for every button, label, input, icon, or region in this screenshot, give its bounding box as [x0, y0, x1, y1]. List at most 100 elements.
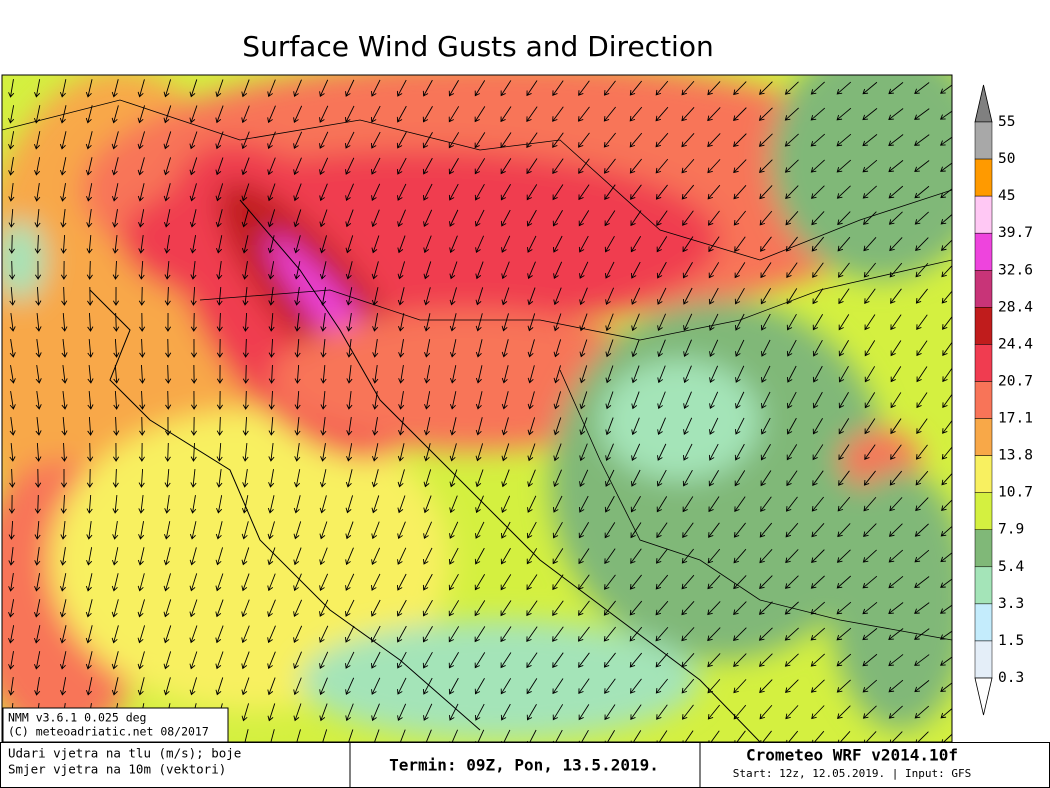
- wind-arrow: [9, 339, 16, 358]
- wind-arrow: [501, 235, 511, 253]
- wind-arrow: [191, 364, 198, 384]
- wind-arrow: [242, 390, 249, 410]
- wind-arrow: [371, 209, 380, 228]
- wind-arrow: [940, 656, 952, 666]
- wind-arrow: [579, 391, 588, 410]
- wind-arrow: [189, 131, 198, 150]
- wind-arrow: [8, 494, 15, 514]
- wind-arrow: [890, 314, 902, 331]
- wind-arrow: [397, 443, 405, 462]
- wind-arrow: [707, 627, 721, 642]
- wind-arrow: [371, 157, 381, 175]
- wind-arrow: [345, 209, 354, 228]
- wind-arrow: [33, 131, 41, 150]
- wind-arrow: [862, 133, 878, 147]
- wind-arrow: [474, 677, 485, 695]
- wind-arrow: [448, 183, 459, 201]
- colorbar-swatch: [974, 455, 993, 493]
- wind-arrow: [733, 653, 747, 668]
- wind-arrow: [630, 469, 641, 487]
- colorbar-swatch: [974, 232, 993, 271]
- wind-arrow: [163, 183, 171, 202]
- wind-arrow: [293, 235, 301, 254]
- wind-arrow: [862, 549, 877, 563]
- wind-arrow: [59, 157, 67, 176]
- wind-arrow: [423, 521, 433, 540]
- wind-arrow: [501, 729, 511, 742]
- wind-arrow: [345, 131, 355, 149]
- wind-arrow: [785, 522, 799, 538]
- wind-arrow: [189, 547, 197, 566]
- wind-arrow: [603, 106, 616, 122]
- wind-arrow: [319, 625, 329, 643]
- wind-arrow: [553, 443, 562, 462]
- wind-arrow: [500, 600, 512, 617]
- wind-arrow: [681, 184, 695, 200]
- wind-arrow: [500, 547, 511, 565]
- wind-arrow: [630, 548, 642, 564]
- wind-arrow: [501, 313, 509, 332]
- wind-arrow: [163, 599, 172, 618]
- wind-arrow: [784, 601, 799, 615]
- wind-arrow: [939, 136, 952, 146]
- wind-arrow: [293, 157, 302, 176]
- wind-arrow: [319, 495, 327, 514]
- wind-arrow: [294, 313, 301, 332]
- wind-arrow: [784, 653, 799, 667]
- wind-arrow: [553, 495, 563, 513]
- wind-arrow: [422, 79, 433, 97]
- colorbar-label: 39.7: [998, 225, 1033, 241]
- wind-arrow: [61, 286, 68, 306]
- wind-arrow: [785, 496, 798, 512]
- wind-arrow: [864, 392, 876, 409]
- wind-arrow: [424, 339, 431, 358]
- wind-arrow: [863, 731, 877, 742]
- wind-arrow: [733, 627, 747, 641]
- wind-arrow: [319, 677, 328, 696]
- wind-arrow: [216, 286, 223, 306]
- wind-arrow: [422, 677, 433, 695]
- wind-arrow: [113, 390, 120, 410]
- wind-arrow: [940, 213, 952, 225]
- wind-arrow: [759, 159, 773, 173]
- wind-arrow: [500, 678, 512, 695]
- wind-arrow: [216, 364, 224, 384]
- colorbar-swatch: [974, 492, 993, 530]
- wind-arrow: [914, 211, 929, 225]
- footer-center: Termin: 09Z, Pon, 13.5.2019.: [389, 756, 659, 775]
- colorbar-swatch: [974, 418, 993, 456]
- wind-arrow: [189, 651, 198, 670]
- wind-arrow: [474, 574, 486, 591]
- wind-arrow: [630, 210, 642, 227]
- wind-arrow: [475, 235, 485, 254]
- wind-arrow: [836, 81, 852, 95]
- wind-arrow: [475, 729, 485, 742]
- footer-right-title: Crometeo WRF v2014.10f: [746, 746, 958, 765]
- wind-arrow: [629, 626, 643, 642]
- wind-arrow: [8, 573, 15, 592]
- wind-arrow: [215, 157, 224, 176]
- wind-arrow: [190, 390, 198, 410]
- wind-arrow: [87, 286, 94, 306]
- wind-arrow: [784, 107, 799, 121]
- wind-arrow: [836, 601, 852, 615]
- wind-arrow: [372, 391, 379, 410]
- wind-arrow: [760, 262, 772, 279]
- info-line: NMM v3.6.1 0.025 deg: [8, 711, 146, 725]
- wind-arrow: [681, 704, 694, 720]
- wind-arrow: [812, 365, 823, 383]
- wind-arrow: [345, 183, 354, 202]
- wind-arrow: [579, 313, 588, 332]
- wind-arrow: [784, 133, 799, 147]
- wind-arrow: [526, 80, 538, 97]
- wind-arrow: [526, 626, 538, 643]
- wind-arrow: [889, 731, 903, 742]
- wind-arrow: [603, 80, 616, 96]
- wind-arrow: [449, 391, 457, 410]
- wind-arrow: [475, 261, 484, 280]
- wind-arrow: [61, 442, 68, 462]
- wind-arrow: [190, 338, 198, 358]
- wind-arrow: [526, 548, 538, 565]
- wind-arrow: [242, 261, 249, 280]
